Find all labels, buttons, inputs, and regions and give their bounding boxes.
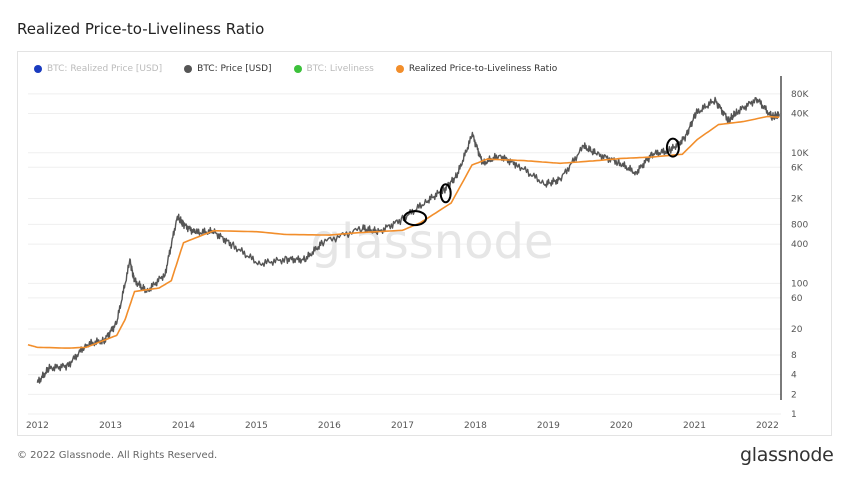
x-tick-label: 2017 [391, 421, 414, 431]
y-tick-label: 800 [791, 220, 808, 230]
glassnode-logo[interactable]: glassnode [740, 444, 834, 466]
x-tick-label: 2021 [683, 421, 706, 431]
x-tick-label: 2020 [610, 421, 633, 431]
legend-item-ratio[interactable]: Realized Price-to-Liveliness Ratio [395, 64, 558, 74]
page-title: Realized Price-to-Liveliness Ratio [17, 20, 265, 38]
x-tick-label: 2022 [756, 421, 779, 431]
legend-label: BTC: Realized Price [USD] [47, 64, 163, 74]
annotation-ellipse [665, 137, 680, 158]
annotation-layer [403, 137, 680, 227]
y-tick-label: 80K [791, 90, 809, 100]
legend-label: BTC: Liveliness [306, 64, 374, 74]
x-tick-label: 2014 [172, 421, 195, 431]
legend-dot [34, 65, 42, 73]
x-tick-label: 2016 [318, 421, 341, 431]
y-tick-label: 100 [791, 279, 808, 289]
legend: BTC: Realized Price [USD] BTC: Price [US… [34, 64, 557, 74]
y-tick-label: 2 [791, 390, 797, 400]
grid-lines [28, 93, 781, 415]
annotation-ellipse [403, 210, 428, 227]
legend-dot [395, 65, 404, 73]
y-tick-label: 4 [791, 371, 797, 381]
x-tick-labels: 2012 2013 2014 2015 2016 2017 2018 2019 2020 2021… [26, 421, 779, 431]
legend-item-btc-price[interactable]: BTC: Price [USD] [184, 64, 272, 74]
y-tick-label: 40K [791, 109, 809, 119]
legend-label: BTC: Price [USD] [197, 64, 272, 74]
y-tick-label: 8 [791, 351, 797, 361]
watermark: glassnode [310, 214, 553, 270]
y-tick-label: 60 [791, 294, 803, 304]
legend-dot [184, 65, 193, 73]
legend-dot [293, 65, 302, 73]
y-tick-label: 400 [791, 240, 808, 250]
x-tick-label: 2018 [464, 421, 487, 431]
y-tick-label: 2K [791, 194, 804, 204]
y-tick-labels: 1 2 4 8 20 60 100 400 800 2K 6K 10K 40K 80K [791, 90, 809, 420]
copyright-text: © 2022 Glassnode. All Rights Reserved. [17, 450, 218, 461]
y-tick-label: 1 [791, 410, 797, 420]
legend-item-liveliness[interactable]: BTC: Liveliness [293, 64, 374, 74]
annotation-ellipse [439, 183, 452, 204]
x-tick-label: 2019 [537, 421, 560, 431]
y-tick-label: 6K [791, 163, 804, 173]
x-tick-label: 2015 [245, 421, 268, 431]
x-tick-label: 2013 [99, 421, 122, 431]
legend-label: Realized Price-to-Liveliness Ratio [408, 64, 558, 74]
x-tick-label: 2012 [26, 421, 49, 431]
legend-item-realized-price[interactable]: BTC: Realized Price [USD] [34, 64, 162, 74]
y-tick-label: 10K [791, 149, 809, 159]
btc-price-line [36, 96, 780, 384]
y-tick-label: 20 [791, 325, 803, 335]
